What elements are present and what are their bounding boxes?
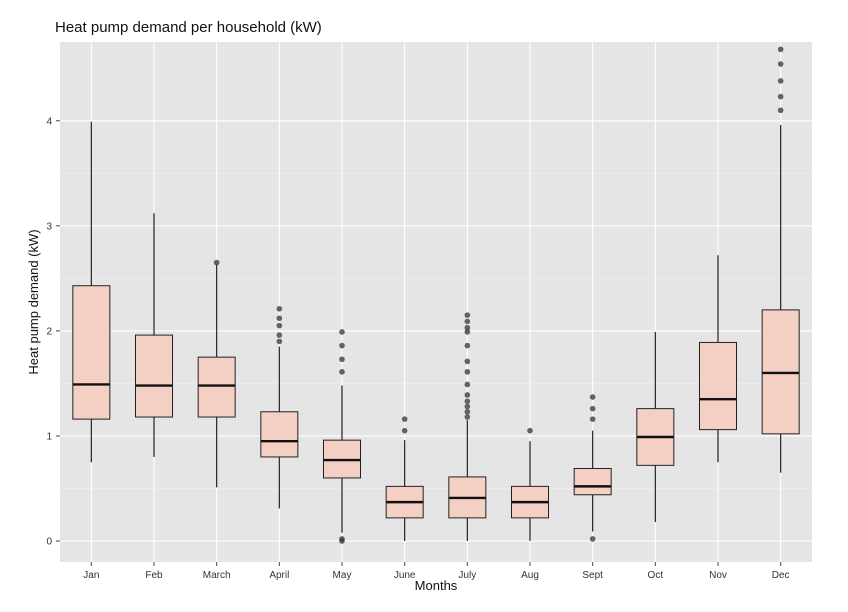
outlier-point (777, 93, 784, 100)
box (699, 341, 737, 431)
y-tick-label: 3 (46, 221, 52, 232)
y-tick-label: 2 (46, 326, 52, 337)
y-tick-label: 1 (46, 431, 52, 442)
y-axis-label: Heat pump demand (kW) (26, 229, 41, 374)
outlier-point (777, 46, 784, 53)
x-tick-label: Sept (582, 570, 603, 581)
y-tick-label: 0 (46, 536, 52, 547)
outlier-point (777, 107, 784, 114)
outlier-point (339, 369, 345, 375)
outlier-point (589, 536, 596, 542)
x-tick-label: April (269, 570, 289, 581)
box (135, 334, 173, 418)
outlier-point (464, 358, 471, 365)
outlier-point (276, 338, 283, 345)
outlier-point (464, 408, 471, 415)
outlier-point (527, 427, 533, 434)
outlier-point (589, 405, 596, 412)
plot-area (60, 42, 812, 562)
box (197, 356, 236, 418)
chart-title: Heat pump demand per household (kW) (55, 19, 322, 36)
outlier-point (464, 324, 471, 331)
outlier-point (339, 329, 345, 335)
x-axis: Jan Feb March April May June July Aug Sept Oct Nov… (83, 562, 790, 581)
x-tick-label: Aug (521, 570, 539, 581)
outlier-point (589, 416, 596, 422)
x-tick-label: May (333, 570, 352, 581)
y-tick-label: 4 (46, 116, 52, 127)
x-tick-label: Dec (772, 570, 790, 581)
outlier-point (464, 318, 471, 325)
x-tick-label: March (203, 570, 231, 581)
x-tick-label: Oct (648, 570, 664, 581)
outlier-point (276, 332, 283, 338)
x-axis-label: Months (415, 578, 458, 593)
y-axis: 0 1 2 3 4 (46, 116, 60, 547)
x-tick-label: June (394, 570, 416, 581)
outlier-point (276, 306, 283, 312)
outlier-point (464, 312, 471, 318)
outlier-point (213, 259, 220, 266)
marks-layer (72, 46, 800, 544)
plot-panel (60, 42, 812, 562)
box (573, 468, 612, 496)
x-tick-label: Nov (709, 570, 727, 581)
outlier-point (276, 315, 283, 322)
outlier-point (339, 342, 345, 349)
x-tick-label: July (458, 570, 476, 581)
outlier-point (464, 392, 471, 398)
x-tick-label: Jan (83, 570, 99, 581)
outlier-point (777, 78, 784, 84)
outlier-point (464, 342, 471, 349)
outlier-point (464, 369, 471, 375)
outlier-point (464, 403, 471, 410)
box (72, 285, 111, 420)
outlier-point (589, 394, 596, 400)
outlier-point (464, 398, 471, 405)
outlier-point (339, 536, 345, 542)
outlier-point (777, 61, 784, 67)
outlier-point (401, 427, 408, 434)
outlier-point (401, 416, 408, 422)
box (260, 411, 299, 458)
outlier-point (464, 414, 471, 420)
x-tick-label: Feb (145, 570, 163, 581)
outlier-point (276, 322, 283, 329)
outlier-point (464, 329, 471, 335)
outlier-point (339, 356, 345, 363)
outlier-point (464, 381, 471, 388)
